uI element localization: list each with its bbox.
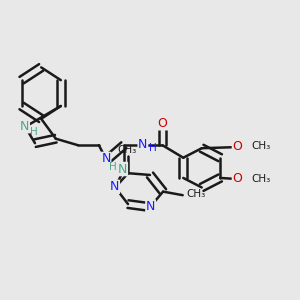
Text: N: N <box>146 200 155 213</box>
Text: O: O <box>232 172 242 185</box>
Text: N: N <box>138 138 148 151</box>
Text: N: N <box>118 163 127 176</box>
Text: H: H <box>109 162 116 172</box>
Text: O: O <box>158 117 167 130</box>
Text: H: H <box>30 127 38 137</box>
Text: N: N <box>101 152 111 165</box>
Text: O: O <box>232 140 242 153</box>
Text: N: N <box>20 120 29 133</box>
Text: CH₃: CH₃ <box>187 189 206 199</box>
Text: CH₃: CH₃ <box>251 173 270 184</box>
Text: H: H <box>149 143 157 153</box>
Text: CH₃: CH₃ <box>251 141 270 152</box>
Text: N: N <box>110 180 119 194</box>
Text: CH₃: CH₃ <box>117 145 136 155</box>
